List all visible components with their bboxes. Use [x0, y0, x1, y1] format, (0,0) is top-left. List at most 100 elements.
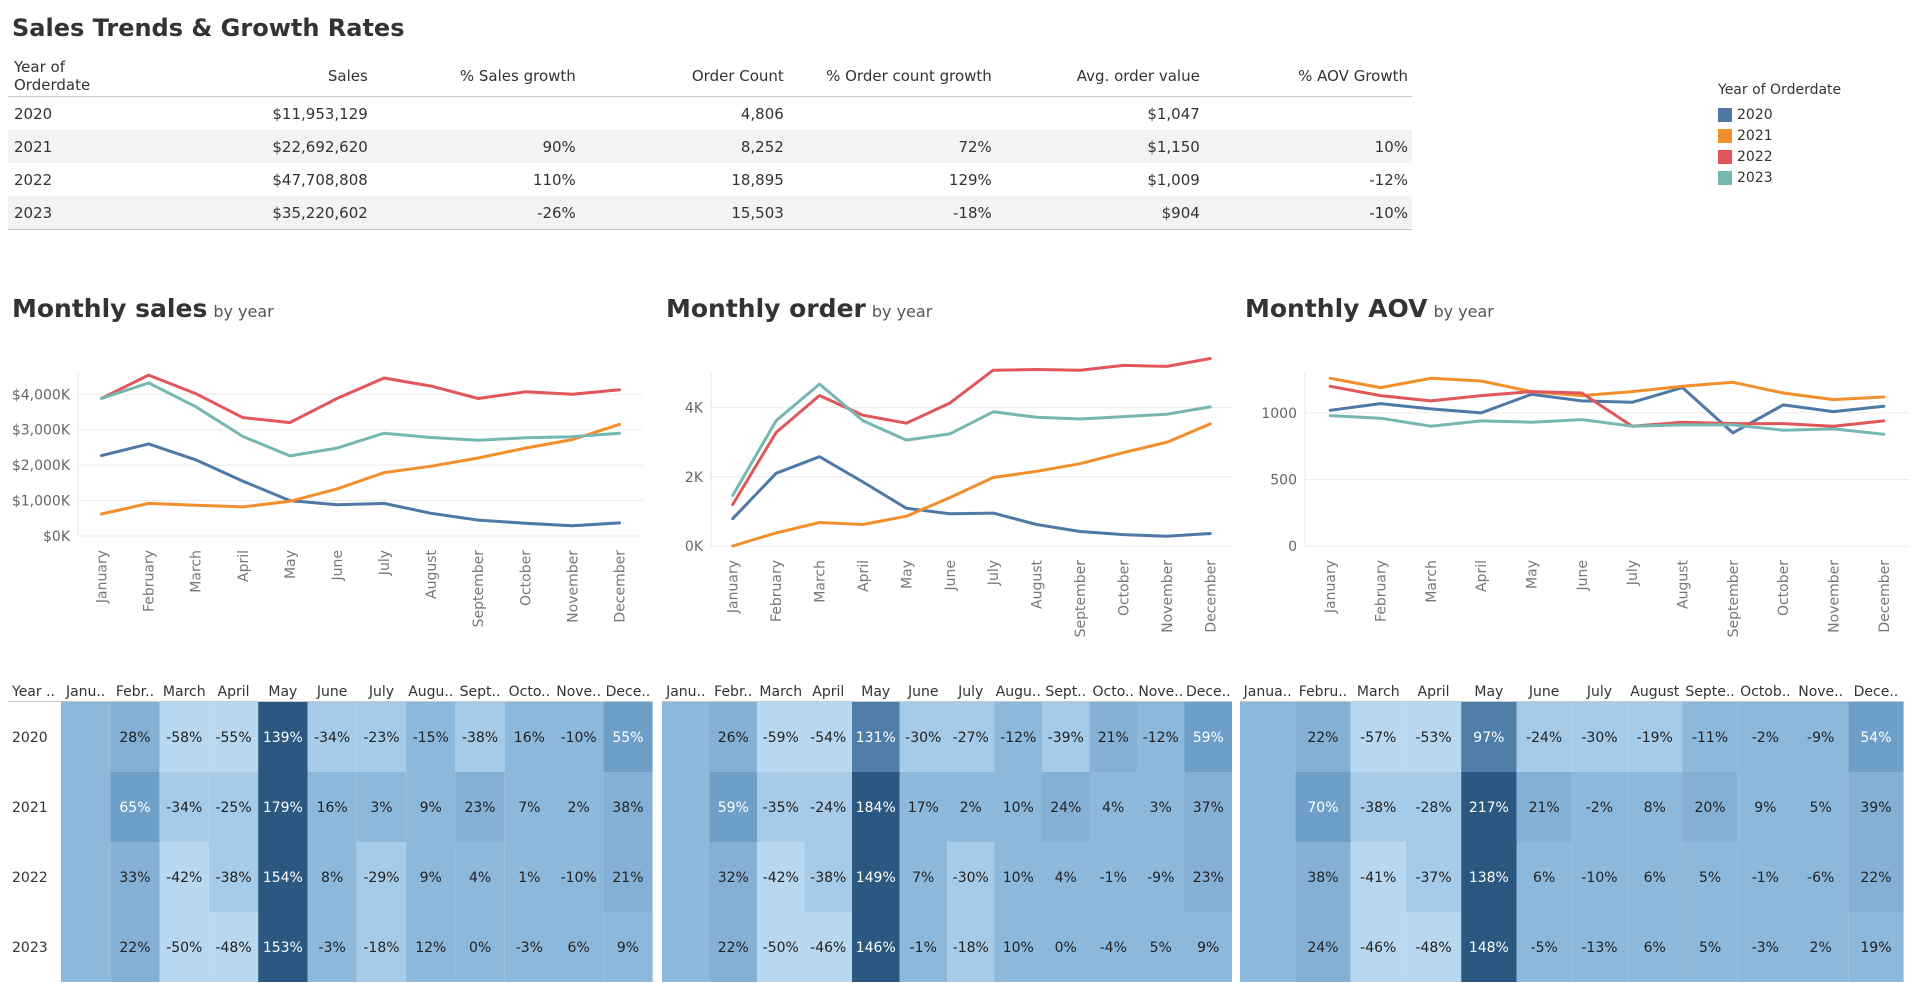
- table-row: 2022 $47,708,808 110% 18,895 129% $1,009 -12%: [8, 163, 1412, 196]
- sales-growth-cell-label: -10%: [561, 870, 597, 886]
- order-growth-cell: [804, 842, 852, 912]
- aov-growth-cell: [1405, 772, 1462, 842]
- sales-growth-cell: [554, 702, 604, 772]
- sales-growth-cell: [455, 772, 505, 842]
- aov-growth-column-label: Octob..: [1740, 684, 1791, 700]
- order-growth-cell: [1089, 702, 1137, 772]
- table-cell: $904: [995, 196, 1204, 230]
- order-growth-cell-label: -9%: [1147, 870, 1174, 886]
- order-growth-cell: [709, 702, 757, 772]
- aov-y-tick-label: 500: [1270, 472, 1297, 488]
- order-growth-cell: [709, 842, 757, 912]
- sales-growth-cell-label: 9%: [420, 870, 442, 886]
- aov-x-tick-label: September: [1726, 560, 1742, 638]
- table-row: 2020 $11,953,129 4,806 $1,047: [8, 97, 1412, 131]
- aov-growth-cell: [1793, 842, 1849, 912]
- order-growth-cell: [757, 702, 805, 772]
- order-growth-column-label: June: [907, 684, 939, 700]
- sales-x-tick-label: March: [189, 550, 205, 593]
- aov-growth-cell: [1627, 772, 1683, 842]
- sales-growth-cell: [406, 702, 456, 772]
- orders-x-tick-label: September: [1073, 560, 1089, 638]
- aov-growth-column-label: July: [1586, 684, 1612, 700]
- sales-series-line-2021: [100, 422, 621, 516]
- order-growth-cell: [709, 912, 757, 982]
- sales-growth-column-label: Sept..: [460, 684, 501, 700]
- orders-chart-subtitle: by year: [871, 302, 933, 321]
- sales-growth-cell-label: 153%: [263, 940, 303, 956]
- order-growth-cell-label: 10%: [1003, 870, 1034, 886]
- order-growth-cell: [757, 912, 805, 982]
- sales-growth-cell-label: 9%: [420, 800, 442, 816]
- order-growth-cell: [804, 772, 852, 842]
- sales-growth-column-label: July: [368, 684, 394, 700]
- sales-growth-cell: [406, 912, 456, 982]
- aov-growth-cell: [1682, 842, 1738, 912]
- order-growth-cell-label: 149%: [856, 870, 896, 886]
- sales-growth-cell-label: 28%: [119, 730, 150, 746]
- aov-growth-column-label: August: [1630, 684, 1680, 700]
- order-growth-cell-label: -1%: [1100, 870, 1127, 886]
- sales-series-line-2020: [100, 442, 621, 528]
- aov-growth-column-label: Janua..: [1243, 684, 1292, 700]
- order-growth-cell-label: -1%: [910, 940, 937, 956]
- sales-growth-cell-label: 55%: [612, 730, 643, 746]
- table-header: Order Count: [579, 58, 788, 97]
- sales-growth-column-label: Augu..: [408, 684, 453, 700]
- aov-growth-cell-label: -10%: [1581, 870, 1617, 886]
- aov-growth-cell: [1793, 702, 1849, 772]
- legend-swatch: [1718, 107, 1732, 122]
- aov-growth-cell: [1240, 702, 1296, 772]
- sales-growth-cell-label: 6%: [568, 940, 590, 956]
- table-cell: [1204, 97, 1412, 131]
- legend-swatch: [1718, 149, 1732, 164]
- aov-growth-cell: [1461, 842, 1517, 912]
- sales-growth-cell-label: 3%: [370, 800, 392, 816]
- sales-growth-row-label: 2020: [12, 730, 48, 746]
- order-growth-cell: [1042, 772, 1090, 842]
- order-growth-cell: [662, 702, 710, 772]
- sales-growth-cell: [61, 842, 111, 912]
- sales-growth-cell: [554, 912, 604, 982]
- order-growth-cell-label: -42%: [763, 870, 799, 886]
- sales-growth-cell: [504, 702, 554, 772]
- aov-growth-cell: [1571, 702, 1628, 772]
- aov-chart-title: Monthly AOV by year: [1245, 294, 1494, 323]
- aov-growth-cell-label: -11%: [1692, 730, 1728, 746]
- order-growth-column-label: Sept..: [1045, 684, 1086, 700]
- aov-growth-cell-label: 6%: [1533, 870, 1555, 886]
- order-growth-cell-label: 32%: [718, 870, 749, 886]
- order-growth-column-label: Dece..: [1186, 684, 1231, 700]
- sales-x-tick-label: January: [95, 550, 111, 604]
- aov-growth-cell: [1737, 702, 1793, 772]
- order-growth-column-label: March: [759, 684, 802, 700]
- table-header: % Sales growth: [371, 58, 580, 97]
- table-cell: 4,806: [740, 104, 784, 123]
- orders-series-line-2021: [731, 422, 1212, 548]
- sales-growth-column-label: Nove..: [556, 684, 601, 700]
- aov-growth-cell-label: 5%: [1810, 800, 1832, 816]
- aov-growth-heatmap: Janua.. Febru.. March April May June July Augus…: [1240, 684, 1904, 982]
- aov-growth-cell: [1848, 842, 1904, 912]
- sales-growth-cell: [356, 702, 407, 772]
- aov-growth-cell: [1627, 912, 1683, 982]
- orders-x-tick-label: August: [1030, 559, 1046, 609]
- sales-growth-cell-label: 65%: [119, 800, 150, 816]
- year-legend: Year of Orderdate 2020 2021 2022 2023: [1718, 82, 1841, 188]
- orders-x-tick-label: April: [856, 560, 872, 592]
- aov-growth-cell-label: 2%: [1810, 940, 1832, 956]
- sales-chart-subtitle: by year: [213, 302, 274, 321]
- order-growth-cell: [852, 702, 900, 772]
- sales-growth-cell: [110, 912, 160, 982]
- orders-chart-title-text: Monthly order: [666, 294, 866, 323]
- table-cell: 129%: [948, 170, 992, 189]
- sales-x-tick-label: October: [518, 550, 534, 606]
- table-cell: -12%: [1369, 170, 1408, 189]
- aov-growth-cell-label: 97%: [1473, 730, 1504, 746]
- order-growth-cell: [757, 842, 805, 912]
- aov-growth-column-label: Nove..: [1798, 684, 1843, 700]
- order-growth-cell: [994, 702, 1042, 772]
- order-growth-cell: [994, 842, 1042, 912]
- aov-growth-cell-label: -53%: [1415, 730, 1451, 746]
- aov-growth-cell-label: 39%: [1860, 800, 1891, 816]
